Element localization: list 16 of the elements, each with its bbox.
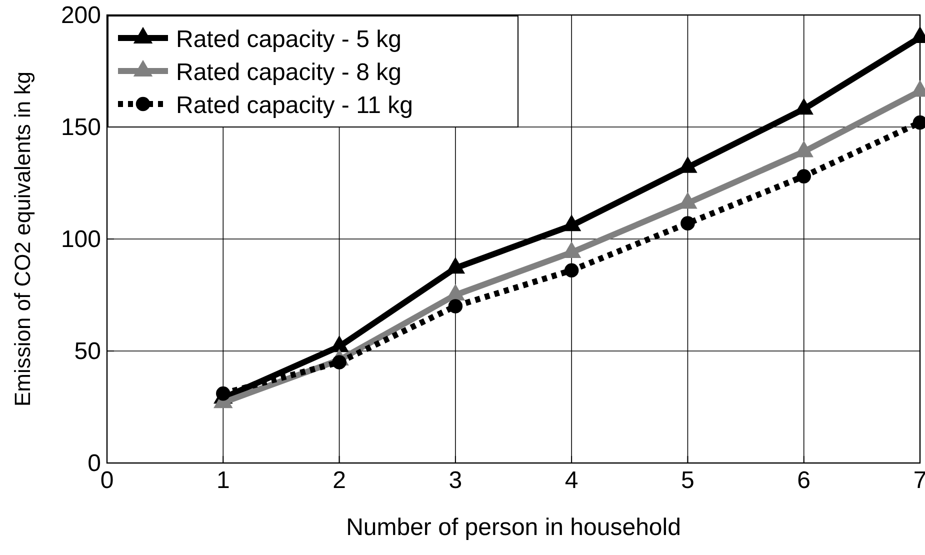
y-tick-label: 50 <box>74 338 101 365</box>
x-tick-label: 2 <box>332 467 346 494</box>
x-tick-label: 5 <box>681 467 694 494</box>
x-tick-label: 6 <box>797 467 811 494</box>
x-tick-label: 3 <box>448 467 462 494</box>
legend-label: Rated capacity - 11 kg <box>176 92 414 119</box>
y-tick-label: 0 <box>88 450 101 477</box>
legend-label: Rated capacity - 8 kg <box>176 59 402 86</box>
y-tick-label: 100 <box>60 226 101 253</box>
x-tick-label: 4 <box>564 467 578 494</box>
x-tick-label: 1 <box>216 467 230 494</box>
legend-label: Rated capacity - 5 kg <box>176 26 402 53</box>
x-axis-title: Number of person in household <box>346 514 681 541</box>
y-tick-label: 200 <box>60 2 101 29</box>
y-tick-label: 150 <box>60 114 101 141</box>
y-axis-title: Emission of CO2 equivalents in kg <box>10 71 35 407</box>
